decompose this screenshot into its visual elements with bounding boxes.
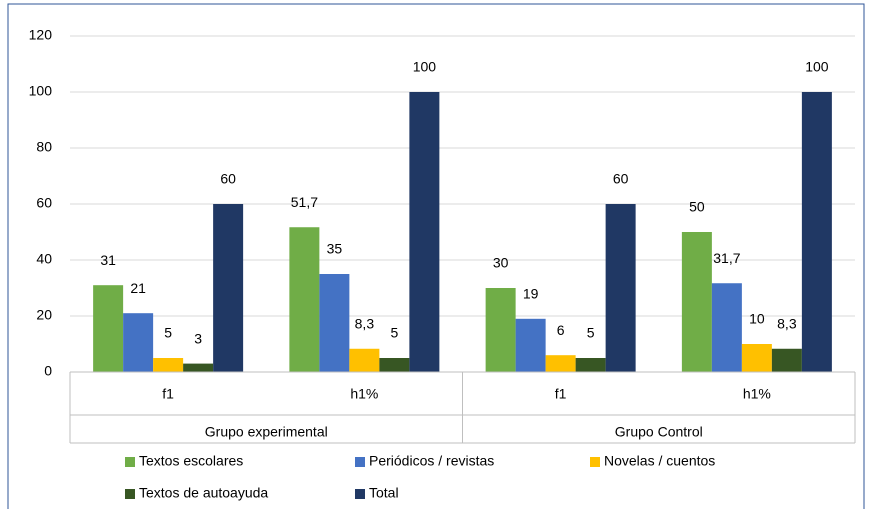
bar [123,313,154,372]
legend-label: Textos escolares [139,453,243,469]
data-label: 8,3 [777,315,797,331]
y-tick-label: 40 [36,251,52,267]
data-label: 10 [749,311,765,327]
x-tick-label: f1 [162,386,174,402]
data-label: 31,7 [713,250,740,266]
data-label: 31 [100,252,116,268]
bar [801,92,832,372]
x-tick-label: h1% [350,386,378,402]
legend-swatch [355,489,365,499]
data-label: 21 [130,280,146,296]
data-label: 51,7 [291,194,318,210]
bar [575,358,606,372]
bar [153,358,184,372]
bar [485,288,516,372]
y-tick-label: 120 [29,27,53,43]
bar [289,227,320,372]
x-tick-label: f1 [555,386,567,402]
data-label: 100 [413,59,437,75]
legend-label: Textos de autoayuda [139,485,268,501]
x-tick-label: h1% [743,386,771,402]
y-tick-label: 100 [29,83,53,99]
data-label: 60 [613,171,629,187]
frame [7,3,865,514]
legend-swatch [125,457,135,467]
bar [349,348,380,372]
group-label: Grupo experimental [205,424,328,440]
data-label: 35 [327,241,343,257]
bar [515,318,546,372]
y-tick-label: 20 [36,307,52,323]
legend-swatch [590,457,600,467]
data-label: 6 [557,322,565,338]
bar [681,232,712,372]
bar [213,204,244,372]
data-label: 100 [805,59,829,75]
data-label: 30 [493,255,509,271]
legend-label: Total [369,485,399,501]
legend-label: Novelas / cuentos [604,453,715,469]
bar [711,283,742,372]
bar [319,274,350,372]
data-label: 60 [220,171,236,187]
data-label: 50 [689,199,705,215]
bar [379,358,410,372]
data-label: 3 [194,330,202,346]
legend-swatch [355,457,365,467]
bar [741,344,772,372]
bar [409,92,440,372]
data-label: 5 [587,325,595,341]
bar [93,285,124,372]
data-label: 5 [390,325,398,341]
bar [771,348,802,372]
legend-swatch [125,489,135,499]
legend-label: Periódicos / revistas [369,453,494,469]
data-label: 19 [523,286,539,302]
y-tick-label: 0 [44,363,52,379]
y-tick-label: 80 [36,139,52,155]
y-tick-label: 60 [36,195,52,211]
bar [545,355,576,372]
bar [605,204,636,372]
bar [183,363,214,372]
data-label: 8,3 [355,315,375,331]
group-label: Grupo Control [615,424,703,440]
data-label: 5 [164,325,172,341]
